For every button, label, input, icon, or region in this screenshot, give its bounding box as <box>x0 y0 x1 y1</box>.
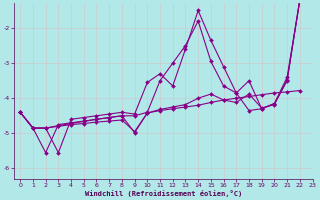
X-axis label: Windchill (Refroidissement éolien,°C): Windchill (Refroidissement éolien,°C) <box>84 190 242 197</box>
